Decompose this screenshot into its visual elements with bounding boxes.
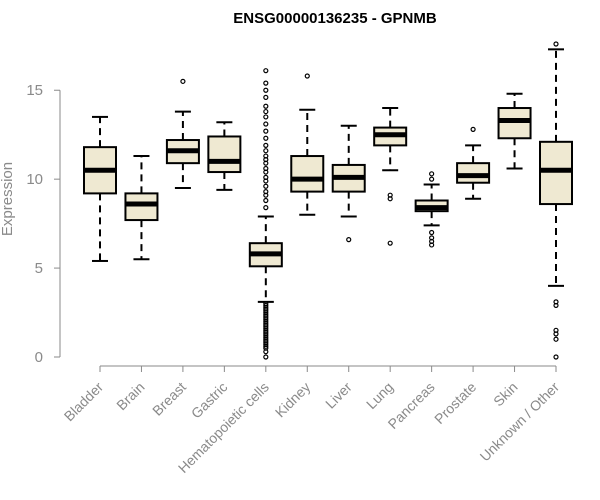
outlier-point (553, 302, 559, 309)
x-tick-label: Prostate (431, 379, 479, 427)
x-tick-label: Brain (113, 379, 147, 413)
x-tick-label: Skin (490, 379, 521, 410)
outlier-point (346, 237, 352, 243)
plot-area (83, 41, 573, 360)
outlier-point (263, 94, 269, 100)
iqr-box (207, 135, 242, 174)
outlier-point (263, 114, 269, 120)
outlier-point (263, 87, 269, 93)
chart-title: ENSG00000136235 - GPNMB (233, 10, 437, 27)
x-tick-label: Unknown / Other (477, 379, 563, 465)
iqr-box (497, 107, 532, 140)
outlier-point (263, 135, 269, 141)
outlier-point (263, 121, 269, 127)
iqr-box (124, 192, 159, 222)
outlier-point (387, 196, 393, 202)
box-brain (124, 155, 159, 261)
y-axis: 0 5 10 15 (26, 82, 61, 366)
box-gastric (207, 121, 242, 191)
x-tick-label: Bladder (61, 379, 107, 425)
outlier-point (304, 73, 310, 79)
outlier-point (263, 183, 269, 189)
y-tick-label: 5 (35, 260, 43, 277)
box-unknown-other (539, 41, 573, 360)
outlier-point (263, 354, 269, 360)
box-kidney (290, 73, 325, 216)
y-tick-label: 0 (35, 349, 43, 366)
y-tick-label: 10 (26, 171, 43, 188)
outlier-point (429, 229, 435, 236)
outlier-point (553, 354, 559, 360)
iqr-box (456, 162, 491, 184)
box-skin (497, 92, 532, 170)
box-pancreas (414, 171, 449, 248)
outlier-point (387, 240, 393, 246)
outlier-point (263, 343, 269, 349)
x-tick-label: Breast (149, 379, 189, 419)
x-tick-label: Kidney (272, 379, 314, 421)
outlier-point (429, 176, 435, 182)
outlier-point (553, 331, 559, 337)
x-tick-label: Liver (322, 379, 355, 412)
outlier-point (263, 169, 269, 175)
outlier-point (429, 171, 435, 177)
iqr-box (290, 155, 325, 193)
box-hematopoietic-cells (248, 68, 283, 360)
outlier-point (263, 80, 269, 86)
box-prostate (456, 126, 491, 200)
y-axis-label: Expression (0, 162, 16, 236)
outlier-point (263, 68, 269, 74)
outlier-point (263, 108, 269, 115)
outlier-point (263, 128, 269, 134)
y-tick-label: 15 (26, 82, 43, 99)
box-lung (373, 107, 408, 246)
outlier-point (429, 242, 435, 248)
outlier-point (263, 160, 269, 166)
box-liver (331, 124, 366, 243)
iqr-box (539, 140, 573, 206)
outlier-point (263, 178, 269, 184)
outlier-point (263, 205, 269, 211)
box-breast (165, 78, 200, 190)
outlier-point (553, 336, 559, 342)
outlier-point (263, 192, 269, 198)
box-bladder (83, 115, 117, 262)
outlier-point (180, 78, 186, 84)
outlier-point (263, 148, 269, 154)
outlier-point (553, 41, 559, 47)
outlier-point (470, 126, 476, 132)
x-tick-label: Lung (363, 379, 396, 412)
outlier-point (263, 349, 269, 355)
outlier-point (263, 103, 269, 109)
outlier-point (263, 142, 269, 148)
outlier-point (263, 197, 269, 204)
